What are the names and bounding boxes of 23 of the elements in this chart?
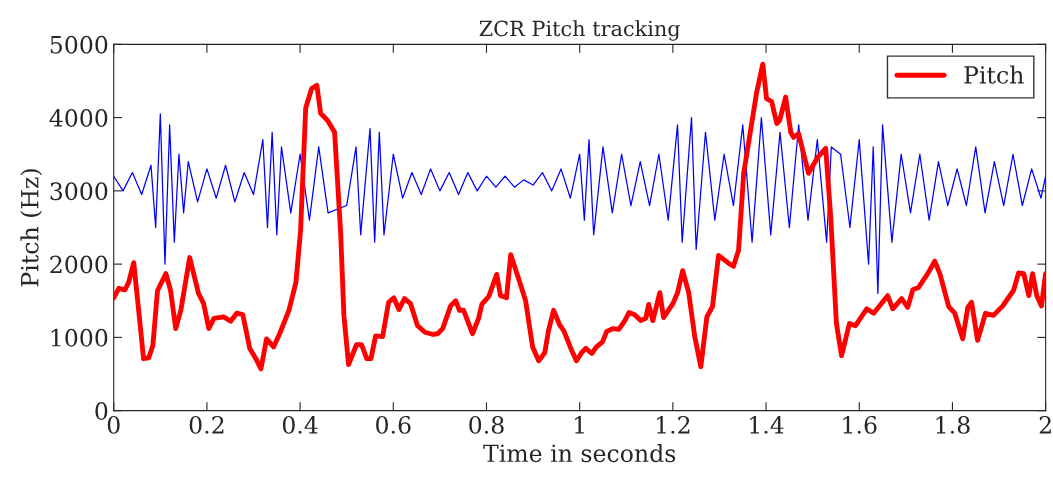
chart-title: ZCR Pitch tracking: [479, 20, 681, 41]
x-tick-label: 1: [575, 415, 584, 434]
y-tick-label: 3000: [50, 182, 108, 201]
x-tick-label: 0.8: [469, 415, 504, 434]
y-tick-label: 4000: [49, 109, 108, 127]
x-tick-label: 1.2: [656, 415, 690, 434]
y-tick-label: 2000: [50, 255, 108, 274]
y-tick-label: 1000: [51, 328, 108, 347]
y-tick-label: 5000: [50, 35, 108, 54]
x-tick-label: 2: [1039, 415, 1051, 434]
x-tick-label: 1.6: [843, 415, 877, 434]
x-tick-label: 0: [107, 415, 120, 434]
x-tick-label: 1.8: [936, 415, 970, 434]
y-tick-label: 0: [95, 402, 108, 420]
x-axis-title: Time in seconds: [483, 443, 676, 463]
x-tick-label: 0.4: [282, 415, 318, 434]
y-axis-title: Pitch (Hz): [20, 169, 42, 287]
x-tick-label: 0.6: [376, 415, 411, 434]
line-series: [113, 113, 1046, 295]
x-tick-label: 0.2: [189, 415, 224, 434]
legend-label: Pitch: [964, 65, 1024, 84]
line-series: [113, 61, 1046, 372]
x-tick-label: 1.4: [750, 415, 784, 434]
